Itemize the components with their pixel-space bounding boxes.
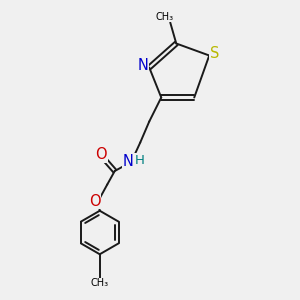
Text: CH₃: CH₃ bbox=[155, 11, 173, 22]
Text: S: S bbox=[210, 46, 219, 62]
Text: N: N bbox=[138, 58, 149, 74]
Text: O: O bbox=[95, 147, 107, 162]
Text: CH₃: CH₃ bbox=[91, 278, 109, 289]
Text: O: O bbox=[89, 194, 100, 208]
Text: N: N bbox=[123, 154, 134, 169]
Text: H: H bbox=[135, 154, 144, 167]
